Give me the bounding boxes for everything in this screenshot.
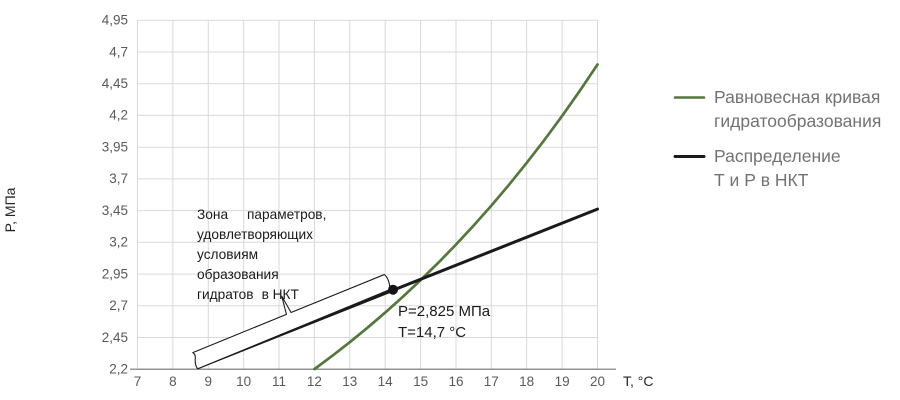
svg-text:Т и Р в НКТ: Т и Р в НКТ <box>714 170 809 190</box>
svg-text:T=14,7 °C: T=14,7 °C <box>398 324 466 341</box>
svg-text:Равновесная кривая: Равновесная кривая <box>714 87 880 107</box>
svg-text:P=2,825 МПа: P=2,825 МПа <box>398 303 491 320</box>
svg-text:13: 13 <box>342 374 357 389</box>
svg-text:12: 12 <box>307 374 322 389</box>
svg-text:3,2: 3,2 <box>109 235 128 250</box>
svg-text:4,45: 4,45 <box>102 76 128 91</box>
svg-text:15: 15 <box>413 374 428 389</box>
svg-text:2,2: 2,2 <box>109 362 128 377</box>
svg-text:19: 19 <box>555 374 570 389</box>
svg-text:гидратообразования: гидратообразования <box>714 111 881 131</box>
svg-text:2,45: 2,45 <box>102 330 128 345</box>
svg-text:9: 9 <box>205 374 213 389</box>
svg-text:10: 10 <box>236 374 251 389</box>
svg-text:16: 16 <box>448 374 463 389</box>
svg-text:8: 8 <box>169 374 177 389</box>
svg-text:7: 7 <box>134 374 142 389</box>
svg-text:18: 18 <box>519 374 534 389</box>
svg-text:Распределение: Распределение <box>714 146 841 166</box>
svg-text:T, °C: T, °C <box>623 373 654 389</box>
svg-text:17: 17 <box>484 374 499 389</box>
svg-text:14: 14 <box>378 374 394 389</box>
svg-text:4,7: 4,7 <box>109 44 128 59</box>
svg-text:4,95: 4,95 <box>102 13 128 28</box>
svg-text:удовлетворяющих: удовлетворяющих <box>197 227 313 242</box>
svg-text:11: 11 <box>272 374 286 389</box>
svg-text:3,95: 3,95 <box>102 140 128 155</box>
svg-text:3,7: 3,7 <box>109 171 128 186</box>
svg-text:образования: образования <box>197 267 279 282</box>
svg-text:P, МПа: P, МПа <box>2 187 18 232</box>
svg-text:4,2: 4,2 <box>109 108 128 123</box>
svg-text:условиям: условиям <box>197 247 258 262</box>
svg-text:2,95: 2,95 <box>102 266 128 281</box>
svg-text:3,45: 3,45 <box>102 203 128 218</box>
svg-text:2,7: 2,7 <box>109 298 128 313</box>
svg-text:20: 20 <box>590 374 605 389</box>
